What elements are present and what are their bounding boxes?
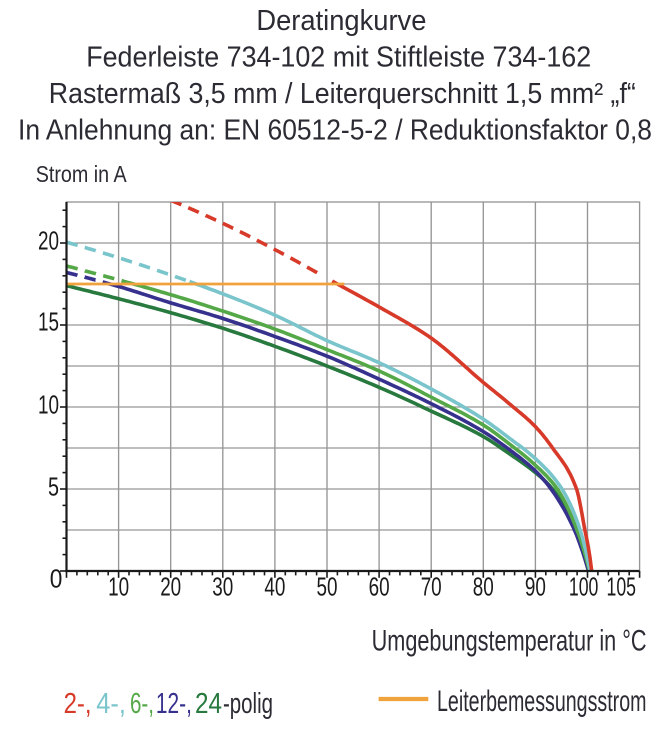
svg-text:Leiterbemessungsstrom: Leiterbemessungsstrom xyxy=(437,685,647,718)
svg-text:10: 10 xyxy=(38,392,59,420)
svg-text:4-,: 4-, xyxy=(96,688,126,720)
svg-text:100: 100 xyxy=(569,574,599,602)
svg-text:12-,: 12-, xyxy=(156,688,192,720)
svg-text:Federleiste 734-102 mit Stiftl: Federleiste 734-102 mit Stiftleiste 734-… xyxy=(86,42,591,74)
svg-text:Rastermaß 3,5 mm / Leiterquers: Rastermaß 3,5 mm / Leiterquerschnitt 1,5… xyxy=(49,78,636,110)
svg-text:20: 20 xyxy=(160,574,181,602)
svg-text:40: 40 xyxy=(264,574,285,602)
svg-text:15: 15 xyxy=(38,309,59,337)
svg-text:80: 80 xyxy=(473,574,494,602)
svg-text:6-,: 6-, xyxy=(130,688,154,720)
svg-text:2-,: 2-, xyxy=(64,688,92,720)
svg-text:Deratingkurve: Deratingkurve xyxy=(256,5,426,37)
svg-text:10: 10 xyxy=(108,574,129,602)
svg-text:105: 105 xyxy=(607,574,637,602)
svg-text:60: 60 xyxy=(369,574,390,602)
svg-text:5: 5 xyxy=(48,474,59,502)
svg-text:-polig: -polig xyxy=(223,688,273,720)
svg-text:70: 70 xyxy=(421,574,442,602)
svg-text:In Anlehnung an: EN 60512-5-2: In Anlehnung an: EN 60512-5-2 / Reduktio… xyxy=(18,115,652,147)
svg-text:Strom in A: Strom in A xyxy=(36,161,127,187)
svg-text:50: 50 xyxy=(317,574,338,602)
svg-text:24: 24 xyxy=(195,688,222,720)
svg-text:0: 0 xyxy=(50,565,63,593)
svg-text:20: 20 xyxy=(38,228,59,256)
svg-text:90: 90 xyxy=(525,574,546,602)
svg-text:30: 30 xyxy=(212,574,233,602)
svg-text:Umgebungstemperatur in °C: Umgebungstemperatur in °C xyxy=(372,625,647,658)
